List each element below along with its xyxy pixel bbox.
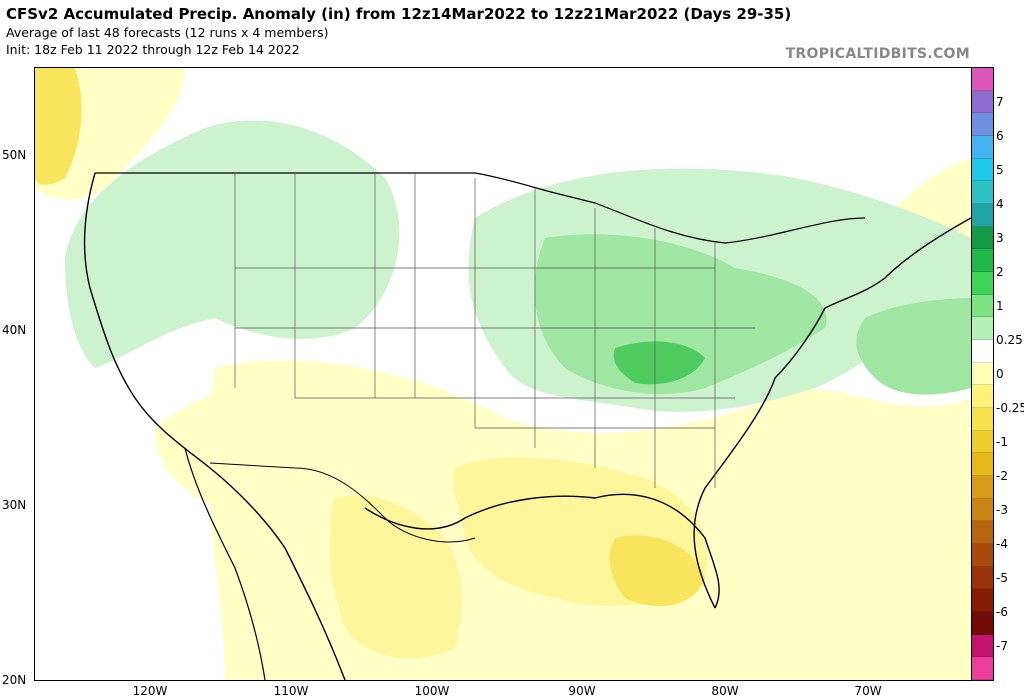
colorbar-label-neg-4: -4 [996,537,1008,551]
colorbar-swatch [972,181,993,205]
colorbar-label-neg-5: -5 [996,571,1008,585]
colorbar-swatch [972,498,993,522]
colorbar-label-2: 2 [996,265,1004,279]
lat-label-30n: 30N [2,498,27,512]
wet-anomaly-ohio-valley [534,234,827,395]
colorbar-swatch [972,68,993,91]
colorbar-swatch [972,566,993,590]
colorbar-label-3: 3 [996,231,1004,245]
colorbar-label-4: 4 [996,197,1004,211]
dry-anomaly-strong-florida [609,535,705,607]
colorbar-swatch [972,340,993,363]
colorbar-swatch [972,113,993,137]
colorbar-swatch [972,204,993,227]
colorbar-swatch [972,589,993,613]
colorbar-label-neg-0-25: -0.25 [996,401,1024,415]
precip-anomaly-map [34,67,972,681]
colorbar-swatch [972,272,993,295]
colorbar-swatch [972,634,993,658]
colorbar-swatch [972,226,993,250]
baja-coastline [184,447,266,680]
colorbar-swatch [972,453,993,477]
wet-anomaly-northwest [65,120,400,368]
colorbar-swatch [972,476,993,499]
colorbar-swatch [972,90,993,114]
colorbar-label-5: 5 [996,163,1004,177]
colorbar-swatch [972,317,993,341]
borders-layer [83,172,971,680]
colorbar-label-neg-2: -2 [996,469,1008,483]
colorbar [971,67,994,681]
gulf-coastline [364,493,720,609]
lon-label-70w: 70W [854,684,882,698]
colorbar-swatch [972,430,993,454]
map-canvas [35,68,971,680]
west-coastline [83,172,346,680]
colorbar-label-1: 1 [996,299,1004,313]
credit-watermark: TROPICALTIDBITS.COM [785,46,970,62]
east-coastline [693,217,971,609]
colorbar-swatch [972,158,993,182]
colorbar-label-0-25: 0.25 [996,333,1023,347]
anomaly-fill-layer [35,68,971,680]
colorbar-label-0: 0 [996,367,1004,381]
us-mexico-border [209,462,476,543]
colorbar-label-neg-6: -6 [996,605,1008,619]
colorbar-swatch [972,249,993,273]
lon-label-110w: 110W [273,684,309,698]
lat-label-50n: 50N [2,148,27,162]
title-block: CFSv2 Accumulated Precip. Anomaly (in) f… [6,4,791,58]
colorbar-label-6: 6 [996,129,1004,143]
colorbar-swatch [972,657,993,681]
colorbar-swatch [972,521,993,545]
wet-anomaly-strong-kentucky [613,341,705,385]
map-title: CFSv2 Accumulated Precip. Anomaly (in) f… [6,5,792,23]
colorbar-swatch [972,544,993,567]
colorbar-swatch [972,136,993,159]
colorbar-label-neg-7: -7 [996,639,1008,653]
lon-label-100w: 100W [414,684,450,698]
colorbar-swatch [972,612,993,635]
colorbar-swatch [972,385,993,409]
lon-label-90w: 90W [568,684,596,698]
dry-anomaly-strong-nw [35,68,82,185]
canada-us-border [95,172,866,244]
colorbar-swatch [972,408,993,431]
lat-label-40n: 40N [2,323,27,337]
colorbar-swatch [972,294,993,318]
dry-anomaly-southwest [155,375,380,529]
lon-label-80w: 80W [711,684,739,698]
dry-anomaly-moderate-mexico [329,495,462,659]
lon-label-120w: 120W [132,684,168,698]
colorbar-label-neg-3: -3 [996,503,1008,517]
colorbar-swatch [972,362,993,386]
map-subtitle-forecasts: Average of last 48 forecasts (12 runs x … [6,25,329,40]
colorbar-label-neg-1: -1 [996,435,1008,449]
colorbar-label-7: 7 [996,95,1004,109]
lat-label-20n: 20N [2,673,27,687]
wet-anomaly-atlantic [856,298,971,395]
map-subtitle-init: Init: 18z Feb 11 2022 through 12z Feb 14… [6,42,300,57]
